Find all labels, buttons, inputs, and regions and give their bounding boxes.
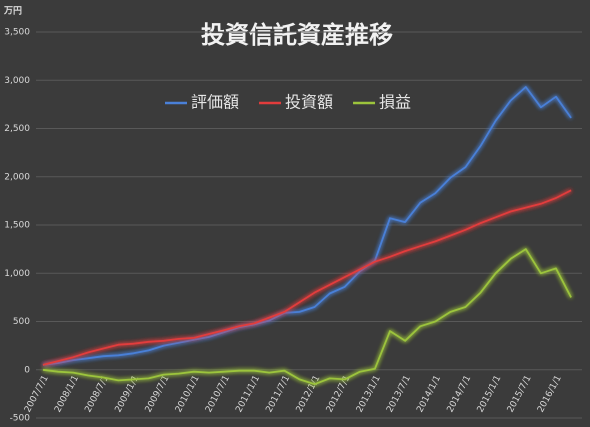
x-tick-label: 2008/1/1 bbox=[53, 374, 81, 414]
x-tick-label: 2014/1/1 bbox=[415, 374, 443, 414]
x-tick-label: 2009/7/1 bbox=[144, 374, 172, 414]
y-tick-label: 0 bbox=[24, 365, 30, 375]
series-line bbox=[42, 248, 572, 386]
y-tick-label: 500 bbox=[13, 317, 30, 327]
x-tick-label: 2014/7/1 bbox=[446, 374, 474, 414]
y-tick-label: 3,000 bbox=[4, 76, 30, 86]
y-tick-label: 1,500 bbox=[4, 221, 30, 231]
series-line bbox=[42, 189, 572, 366]
x-tick-label: 2013/7/1 bbox=[385, 374, 413, 414]
legend-label: 損益 bbox=[379, 93, 411, 112]
y-unit: 万円 bbox=[3, 6, 22, 17]
x-tick-label: 2013/1/1 bbox=[355, 374, 383, 414]
x-tick-label: 2010/7/1 bbox=[204, 374, 232, 414]
y-tick-label: 2,500 bbox=[4, 124, 30, 134]
x-tick-label: 2007/7/1 bbox=[23, 374, 51, 414]
legend-label: 評価額 bbox=[191, 93, 239, 112]
chart-title: 投資信託資産推移 bbox=[201, 21, 393, 49]
x-tick-label: 2011/7/1 bbox=[264, 374, 292, 414]
y-tick-label: 1,000 bbox=[4, 269, 30, 279]
y-tick-label: 3,500 bbox=[4, 28, 30, 38]
series-line bbox=[42, 86, 572, 366]
x-tick-label: 2008/7/1 bbox=[83, 374, 111, 414]
y-tick-label: -500 bbox=[10, 414, 31, 424]
y-tick-label: 2,000 bbox=[4, 172, 30, 182]
x-tick-label: 2015/1/1 bbox=[476, 374, 504, 414]
x-tick-label: 2015/7/1 bbox=[506, 374, 534, 414]
x-tick-label: 2016/1/1 bbox=[536, 374, 564, 414]
x-tick-label: 2012/7/1 bbox=[325, 374, 353, 414]
legend-label: 投資額 bbox=[285, 93, 333, 112]
x-tick-label: 2010/1/1 bbox=[174, 374, 202, 414]
x-tick-label: 2011/1/1 bbox=[234, 374, 262, 414]
